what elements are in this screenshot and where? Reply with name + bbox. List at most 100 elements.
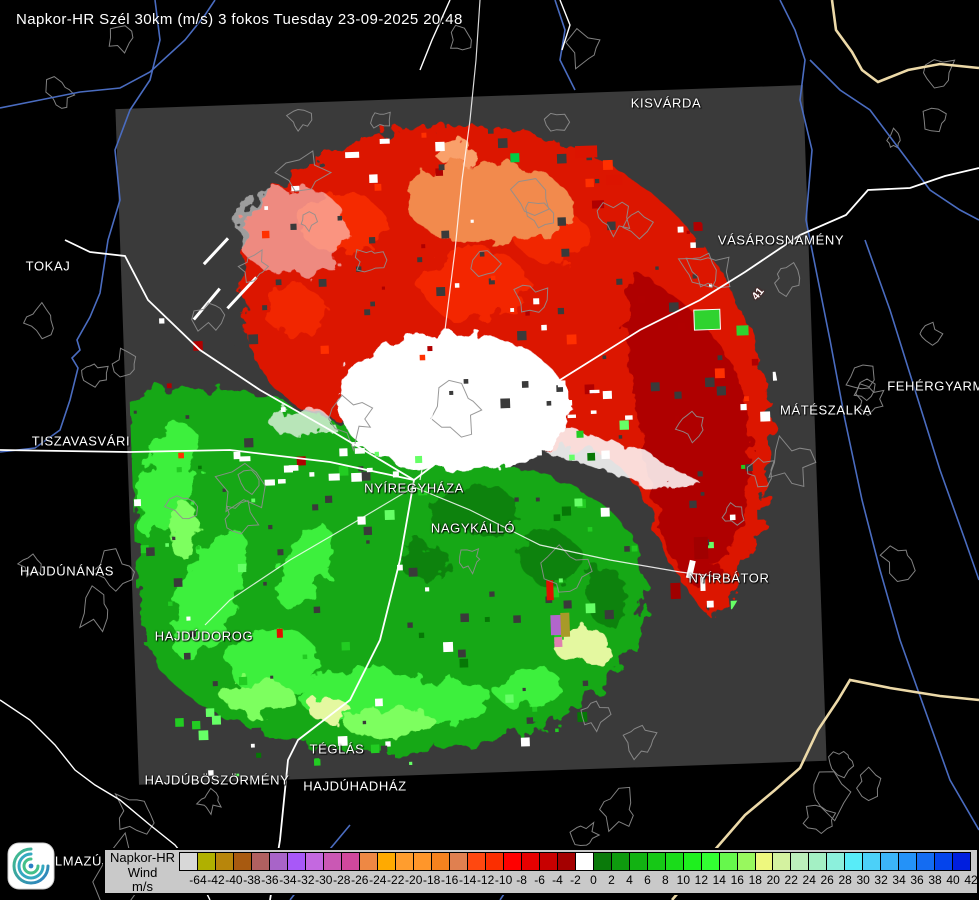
scale-tick-label: -32 — [297, 873, 315, 887]
color-swatch — [538, 852, 558, 871]
scale-tick-label: -8 — [516, 873, 527, 887]
scale-tick-label: 32 — [874, 873, 888, 887]
settlement-outline — [81, 363, 109, 388]
city-label: KISVÁRDA — [630, 95, 702, 111]
color-swatch — [340, 852, 360, 871]
settlement-outline — [569, 821, 601, 847]
settlement-outline — [114, 792, 155, 835]
color-swatch — [358, 852, 378, 871]
city-label: HAJDÚHADHÁZ — [303, 778, 407, 794]
scale-tick-label: -2 — [570, 873, 581, 887]
color-swatch — [448, 852, 468, 871]
scale-tick-label: -42 — [207, 873, 225, 887]
settlement-outline — [855, 383, 885, 417]
color-swatch — [304, 852, 324, 871]
settlement-outline — [922, 107, 947, 133]
met-service-logo — [7, 842, 55, 890]
color-swatch — [592, 852, 612, 871]
city-label: NAGYKÁLLÓ — [430, 520, 516, 536]
legend-panel: Napkor-HR Wind m/s -64 -42 -40 -38 -36 -34 -32… — [103, 848, 979, 895]
settlement-outline — [879, 545, 916, 583]
scale-tick-label: 36 — [910, 873, 924, 887]
color-swatch — [682, 852, 702, 871]
scale-tick-label: 14 — [712, 873, 726, 887]
city-label: NYÍREGYHÁZA — [364, 480, 464, 496]
color-swatch — [179, 852, 198, 871]
scale-tick-label: 8 — [662, 873, 669, 887]
scale-tick-label: 24 — [802, 873, 816, 887]
settlement-outline — [855, 766, 882, 802]
settlement-outline — [677, 252, 717, 289]
settlement-outline — [470, 250, 502, 278]
color-swatch — [808, 852, 828, 871]
color-swatch — [250, 852, 270, 871]
scale-tick-label: -30 — [315, 873, 333, 887]
scale-tick-label: -4 — [552, 873, 563, 887]
settlement-outline — [108, 25, 134, 54]
settlement-outline — [674, 410, 704, 444]
color-swatch — [898, 852, 918, 871]
color-swatch — [880, 852, 900, 871]
color-swatch — [862, 852, 882, 871]
city-label: TISZAVASVÁRI — [31, 433, 131, 449]
map-title: Napkor-HR Szél 30km (m/s) 3 fokos Tuesda… — [16, 11, 463, 28]
scale-tick-label: -10 — [494, 873, 513, 887]
settlement-outline — [214, 462, 266, 513]
color-swatch — [286, 852, 306, 871]
color-swatch — [196, 852, 216, 871]
color-swatch — [916, 852, 936, 871]
scale-tick-label: -16 — [440, 873, 459, 887]
scale-tick-label: 2 — [608, 873, 615, 887]
city-label: MÁTÉSZALKA — [780, 402, 872, 418]
scale-tick-label: 4 — [626, 873, 633, 887]
settlement-outline — [853, 378, 876, 402]
scale-tick-label: -28 — [333, 873, 351, 887]
color-swatch — [268, 852, 288, 871]
settlement-outline — [300, 211, 319, 233]
city-label: TÉGLÁS — [309, 741, 365, 757]
color-swatch — [664, 852, 684, 871]
settlement-outline — [596, 201, 631, 238]
scale-tick-label: -20 — [405, 873, 423, 887]
settlement-outline — [458, 547, 481, 575]
scale-tick-label: 34 — [892, 873, 906, 887]
settlement-outline — [773, 261, 801, 298]
color-swatch — [520, 852, 540, 871]
settlement-outline — [237, 249, 270, 284]
settlement-outline — [598, 786, 634, 833]
scale-tick-label: -26 — [351, 873, 369, 887]
settlement-outline — [580, 700, 612, 733]
settlement-outline — [328, 394, 374, 452]
settlement-outline — [16, 553, 42, 578]
settlement-outline — [111, 347, 137, 378]
settlement-outline — [509, 178, 550, 217]
scale-tick-label: -18 — [423, 873, 441, 887]
color-swatch — [826, 852, 846, 871]
settlement-outline — [449, 24, 472, 51]
city-label: HAJDÚDOROG — [154, 628, 254, 644]
scale-tick-label: -34 — [279, 873, 297, 887]
scale-tick-label: -22 — [387, 873, 405, 887]
city-label: FEHÉRGYARMAT — [887, 378, 979, 394]
settlement-outline — [802, 804, 837, 835]
scale-tick-label: 18 — [748, 873, 762, 887]
settlement-outline — [721, 501, 745, 526]
color-swatch — [718, 852, 738, 871]
legend-title: Napkor-HR Wind m/s — [105, 850, 180, 895]
color-scale-ticks: -64 -42 -40 -38 -36 -34 -32 -30 -28 -26 -24 -22 -20-… — [180, 873, 977, 889]
scale-tick-label: -36 — [261, 873, 279, 887]
settlement-outline — [285, 108, 313, 132]
color-swatch — [574, 852, 594, 871]
settlement-outline — [622, 210, 655, 240]
settlement-outline — [540, 544, 593, 593]
settlement-outline — [90, 548, 135, 592]
color-swatch — [934, 852, 954, 871]
scale-tick-label: 28 — [838, 873, 852, 887]
city-label: NYÍRBÁTOR — [688, 570, 770, 586]
settlement-outline — [565, 27, 601, 70]
scale-tick-label: -12 — [476, 873, 495, 887]
color-swatch — [466, 852, 486, 871]
color-swatch — [484, 852, 504, 871]
